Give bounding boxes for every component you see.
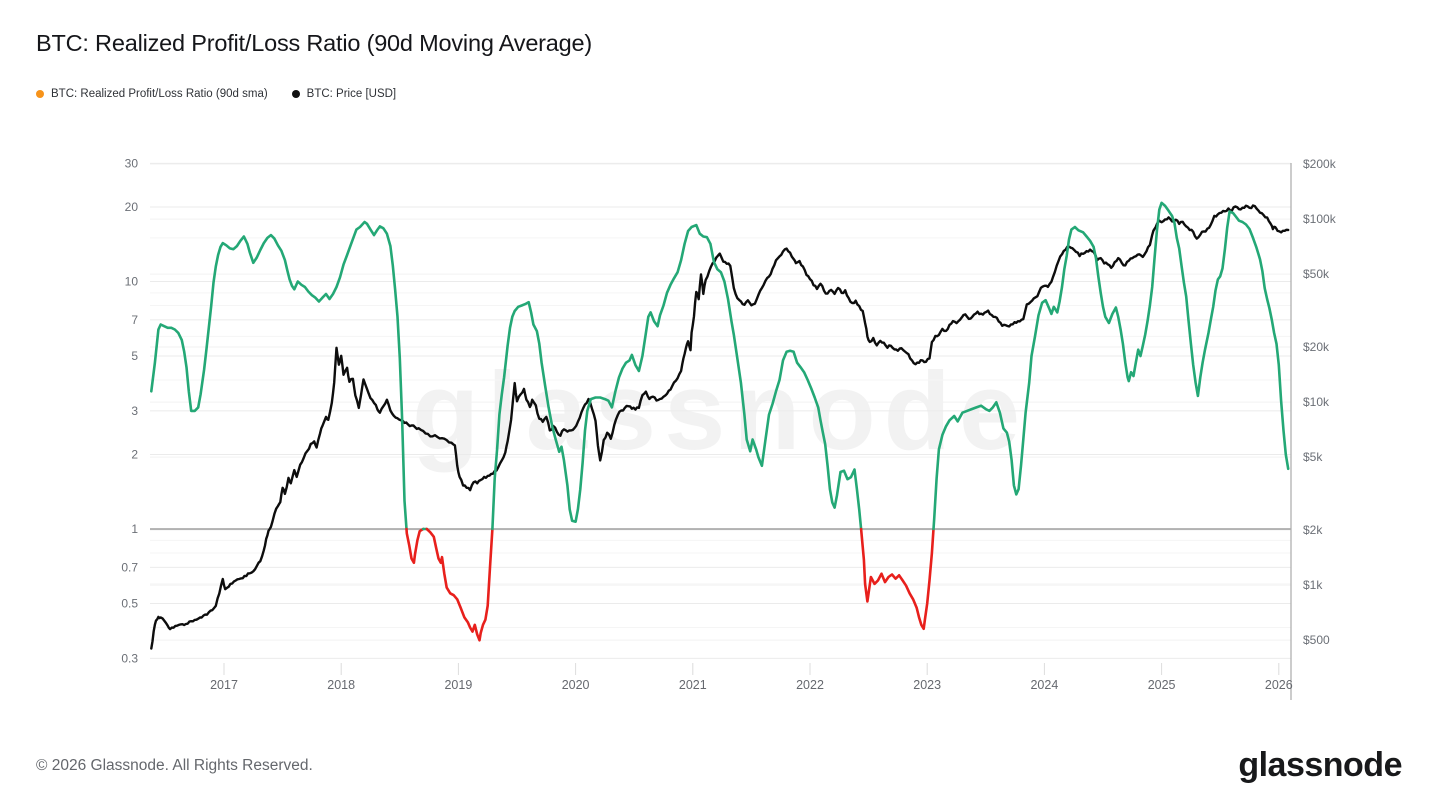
x-axis-tick-label: 2017 [210,678,238,692]
y-axis-tick-label-right: $500 [1303,633,1330,647]
chart-frame [223,163,1292,700]
y-axis-tick-label-left: 0.3 [121,651,138,665]
x-axis-tick-label: 2021 [679,678,707,692]
y-axis-tick-label-right: $2k [1303,523,1323,537]
y-axis-tick-label-left: 3 [131,404,138,418]
x-axis-tick-label: 2022 [796,678,824,692]
y-axis-tick-label-left: 7 [131,313,138,327]
y-axis-tick-label-left: 0.7 [121,560,138,574]
legend-item-label: BTC: Realized Profit/Loss Ratio (90d sma… [51,88,268,100]
ratio-series-dot-icon [36,90,44,98]
x-axis-tick-label: 2025 [1148,678,1176,692]
ratio-line-below-one [425,527,494,642]
y-axis-tick-label-right: $10k [1303,395,1330,409]
ratio-line-below-one [859,527,935,631]
y-axis-tick-label-left: 30 [125,156,139,170]
x-axis-tick-label: 2026 [1265,678,1293,692]
legend-item-label: BTC: Price [USD] [306,88,397,100]
x-axis-tick-label: 2024 [1030,678,1058,692]
glassnode-watermark: glassnode [411,350,1029,473]
glassnode-logo: glassnode [1238,746,1402,784]
y-axis-tick-label-right: $20k [1303,340,1330,354]
price-gridlines [150,163,1291,641]
price-series-dot-icon [291,90,300,98]
axis-labels: 30 20 10 7 5 3 2 1 0.7 0.5 0.3 $200k $100k $50k $20k $1… [121,156,1336,692]
y-axis-tick-label-left: 5 [131,349,138,363]
y-axis-tick-label-right: $100k [1303,212,1337,226]
page-title: BTC: Realized Profit/Loss Ratio (90d Mov… [36,30,593,56]
y-axis-tick-label-right: $200k [1303,157,1337,171]
y-axis-tick-label-left: 10 [125,275,139,289]
ratio-major-gridlines [150,162,1291,659]
ratio-line-above-one [150,220,408,531]
y-axis-tick-label-left: 20 [125,200,139,214]
y-axis-tick-label-right: $50k [1303,267,1330,281]
price-line [150,204,1290,650]
y-axis-tick-label-left: 0.5 [121,597,138,611]
ratio-line-above-one [932,201,1290,531]
y-axis-tick-label-left: 2 [131,447,138,461]
legend-item-price[interactable]: BTC: Price [USD] [291,88,397,100]
x-axis-tick-label: 2018 [327,678,355,692]
chart-legend: BTC: Realized Profit/Loss Ratio (90d sma… [36,88,396,100]
legend-item-ratio[interactable]: BTC: Realized Profit/Loss Ratio (90d sma… [36,88,268,100]
x-axis-tick-label: 2019 [444,678,472,692]
y-axis-tick-label-right: $5k [1303,450,1323,464]
y-axis-tick-label-right: $1k [1303,578,1323,592]
y-axis-tick-label-left: 1 [131,522,138,536]
copyright-text: © 2026 Glassnode. All Rights Reserved. [36,757,313,774]
x-axis-tick-label: 2023 [913,678,941,692]
chart-series [150,201,1290,650]
x-axis-tick-label: 2020 [562,678,590,692]
ratio-line-below-one [405,527,425,565]
ratio-line-above-one [491,223,863,531]
